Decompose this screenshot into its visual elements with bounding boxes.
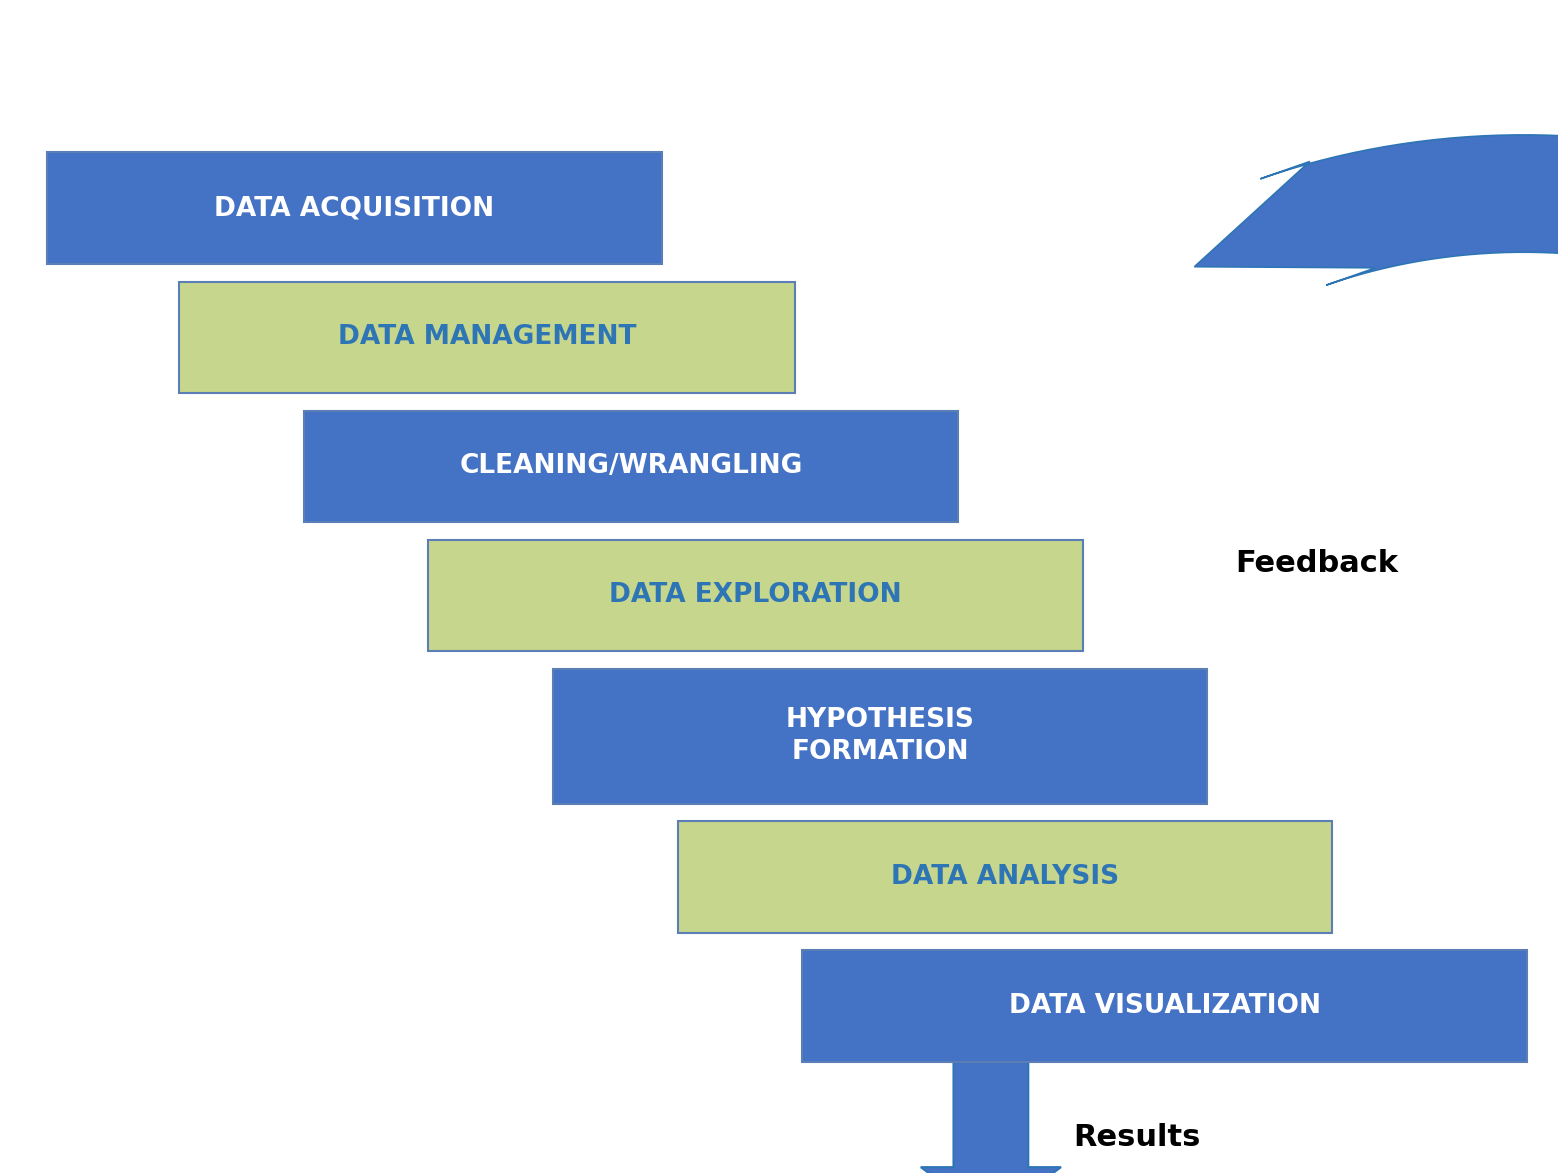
Text: DATA EXPLORATION: DATA EXPLORATION — [609, 582, 902, 609]
Text: Feedback: Feedback — [1235, 549, 1398, 577]
FancyBboxPatch shape — [304, 411, 958, 522]
Polygon shape — [1195, 135, 1558, 1030]
FancyBboxPatch shape — [678, 821, 1332, 933]
Text: HYPOTHESIS
FORMATION: HYPOTHESIS FORMATION — [785, 707, 975, 765]
Polygon shape — [921, 1062, 1061, 1173]
Text: DATA VISUALIZATION: DATA VISUALIZATION — [1008, 992, 1321, 1019]
FancyBboxPatch shape — [47, 152, 662, 264]
Text: DATA MANAGEMENT: DATA MANAGEMENT — [338, 324, 636, 351]
Text: CLEANING/WRANGLING: CLEANING/WRANGLING — [460, 453, 802, 480]
FancyBboxPatch shape — [428, 540, 1083, 651]
Text: DATA ANALYSIS: DATA ANALYSIS — [891, 863, 1119, 890]
Text: Results: Results — [1073, 1124, 1201, 1152]
FancyBboxPatch shape — [553, 669, 1207, 804]
FancyBboxPatch shape — [179, 282, 795, 393]
Text: DATA ACQUISITION: DATA ACQUISITION — [215, 195, 494, 222]
FancyBboxPatch shape — [802, 950, 1527, 1062]
